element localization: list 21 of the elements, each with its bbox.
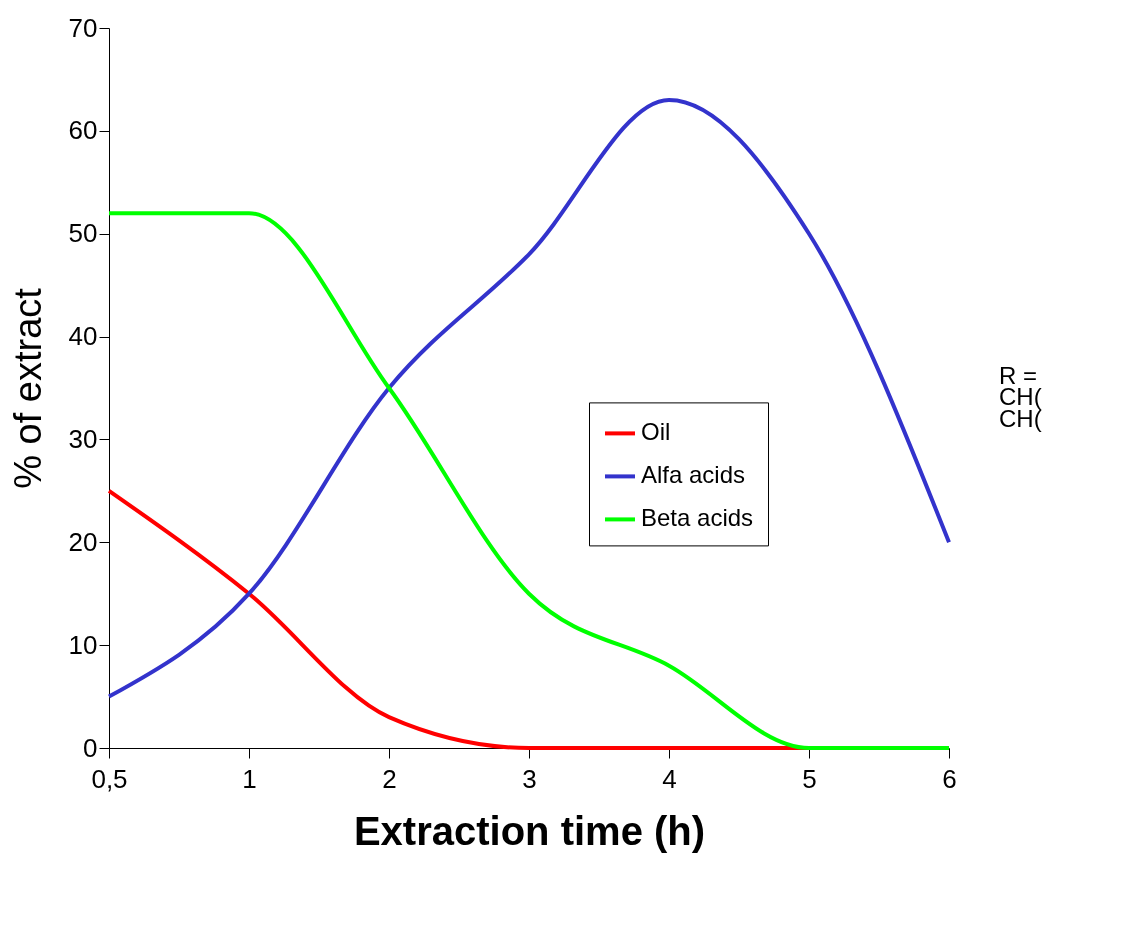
y-tick-label: 0 bbox=[83, 732, 98, 763]
legend-label: Oil bbox=[641, 418, 671, 446]
x-tick-label: 5 bbox=[802, 763, 817, 794]
legend-label: Beta acids bbox=[641, 504, 754, 532]
x-tick-label: 0,5 bbox=[91, 763, 128, 794]
x-axis-title: Extraction time (h) bbox=[353, 808, 706, 853]
y-tick-label: 70 bbox=[68, 12, 98, 43]
legend-label: Alfa acids bbox=[641, 461, 746, 489]
y-tick-label: 50 bbox=[68, 218, 98, 249]
x-tick-label: 4 bbox=[662, 763, 677, 794]
x-tick-label: 3 bbox=[522, 763, 537, 794]
y-tick-label: 30 bbox=[68, 423, 98, 454]
y-axis-title: % of extract bbox=[6, 287, 49, 489]
y-tick-label: 40 bbox=[68, 321, 98, 352]
y-tick-label: 10 bbox=[68, 629, 98, 660]
line-series bbox=[107, 98, 951, 699]
y-tick-label: 60 bbox=[68, 115, 98, 146]
y-tick-label: 20 bbox=[68, 526, 98, 557]
x-tick-label: 6 bbox=[942, 763, 957, 794]
x-tick-label: 2 bbox=[382, 763, 397, 794]
x-tick-label: 1 bbox=[242, 763, 257, 794]
